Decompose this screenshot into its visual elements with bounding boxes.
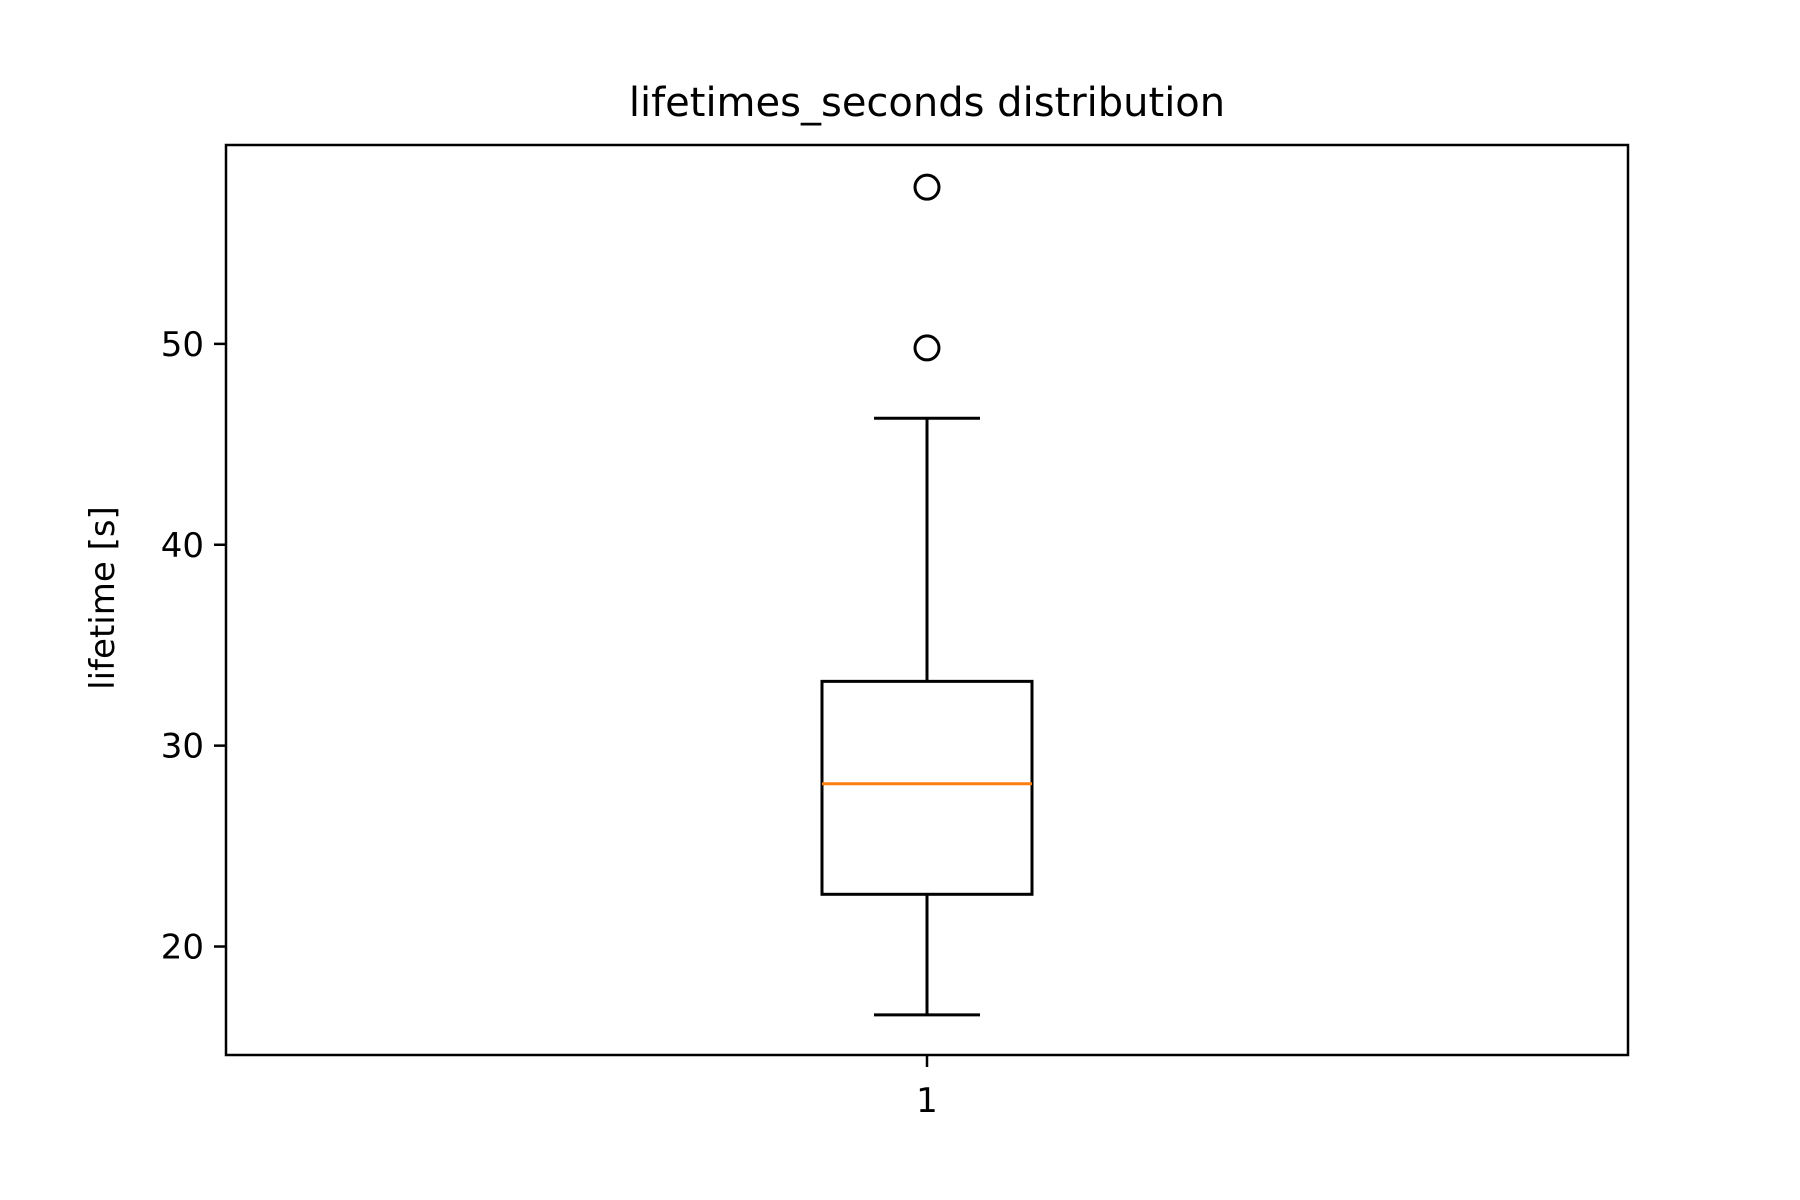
outlier-point bbox=[913, 173, 941, 201]
outlier-point bbox=[913, 334, 941, 362]
plot-frame bbox=[224, 143, 1630, 1057]
chart-title: lifetimes_seconds distribution bbox=[629, 80, 1225, 126]
interquartile-box bbox=[820, 679, 1034, 896]
x-tick-label: 1 bbox=[916, 1081, 938, 1121]
plot-layer: 20 30 40 50 1 bbox=[161, 173, 1034, 1121]
y-tick-label: 40 bbox=[161, 526, 204, 566]
y-tick-label: 30 bbox=[161, 727, 204, 767]
y-axis-label: lifetime [s] bbox=[83, 506, 123, 690]
y-tick-label: 20 bbox=[161, 928, 204, 968]
y-tick-label: 50 bbox=[161, 325, 204, 365]
